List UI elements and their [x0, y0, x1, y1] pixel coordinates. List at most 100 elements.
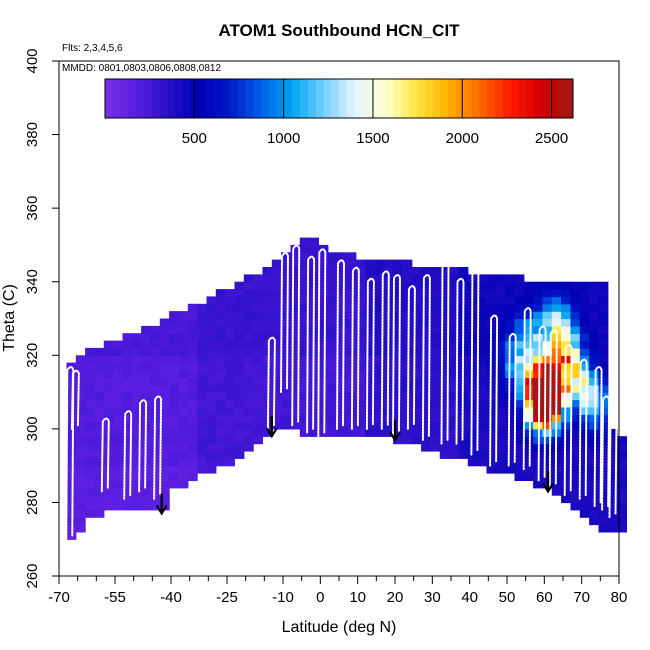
heatmap-cell — [215, 377, 226, 386]
heatmap-cell — [542, 370, 553, 378]
heatmap-cell — [327, 289, 338, 298]
heatmap-cell — [141, 340, 151, 349]
heatmap-cell — [579, 296, 590, 305]
heatmap-cell — [477, 377, 487, 386]
heatmap-cell — [365, 399, 375, 408]
heatmap-cell — [178, 333, 189, 342]
heatmap-cell — [327, 406, 338, 415]
heatmap-cell — [122, 340, 133, 349]
heatmap-cell — [495, 370, 506, 378]
heatmap-cell — [178, 428, 189, 437]
heatmap-cell — [421, 406, 431, 415]
heatmap-cell — [458, 267, 469, 275]
flight-profile — [507, 332, 517, 467]
heatmap-cell — [187, 362, 198, 371]
heatmap-cell — [589, 311, 599, 320]
heatmap-cell — [234, 399, 245, 408]
heatmap-cell — [281, 355, 291, 364]
heatmap-cell — [75, 421, 86, 430]
flight-profile — [489, 314, 499, 467]
heatmap-cell — [75, 428, 86, 437]
heatmap-cell — [551, 487, 562, 496]
heatmap-cell — [477, 458, 487, 467]
heatmap-cell — [439, 362, 450, 371]
heatmap-cell — [579, 325, 590, 334]
heatmap-cell — [197, 414, 207, 423]
heatmap-cell — [290, 392, 301, 401]
heatmap-cell — [113, 443, 123, 452]
heatmap-cell — [271, 311, 282, 320]
heatmap-cell — [589, 421, 599, 430]
heatmap-cell — [374, 325, 385, 334]
heatmap-cell — [178, 318, 189, 327]
heatmap-cell — [234, 355, 245, 364]
heatmap-cell — [598, 325, 609, 334]
heatmap-cell — [523, 392, 534, 401]
heatmap-cell — [579, 281, 590, 290]
x-axis-title: Latitude (deg N) — [282, 619, 397, 636]
colorbar-swatch — [175, 79, 184, 118]
heatmap-cell — [103, 487, 114, 496]
heatmap-cell — [542, 340, 553, 349]
heatmap-cell — [477, 289, 487, 298]
heatmap-cell — [131, 355, 142, 364]
heatmap-cell — [215, 311, 226, 320]
heatmap-cell — [187, 325, 198, 334]
heatmap-cell — [234, 325, 245, 334]
heatmap-cell — [402, 311, 413, 320]
heatmap-cell — [421, 318, 431, 327]
heatmap-cell — [495, 281, 506, 290]
heatmap-cell — [197, 340, 207, 349]
heatmap-cell — [66, 473, 77, 481]
down-arrow-icon — [265, 416, 278, 439]
x-tick-label: 50 — [499, 589, 516, 606]
heatmap-cell — [337, 303, 347, 312]
heatmap-cell — [430, 421, 441, 430]
heatmap-cell — [421, 311, 431, 320]
heatmap-cell — [467, 355, 478, 364]
heatmap-cell — [393, 325, 403, 334]
heatmap-cell — [598, 303, 609, 312]
flight-profile — [608, 417, 618, 519]
heatmap-cell — [579, 465, 590, 474]
heatmap-cell — [290, 259, 301, 268]
heatmap-cell — [495, 333, 506, 342]
heatmap-cell — [617, 495, 627, 504]
heatmap-cell — [281, 303, 291, 312]
heatmap-cell — [66, 436, 77, 445]
heatmap-cell — [103, 495, 114, 504]
heatmap-cell — [299, 289, 310, 298]
colorbar-swatch — [448, 79, 457, 118]
heatmap-cell — [113, 480, 123, 489]
heatmap-cell — [113, 406, 123, 415]
heatmap-cell — [551, 289, 562, 298]
heatmap-cell — [290, 347, 301, 356]
heatmap-cell — [449, 392, 459, 401]
heatmap-cell — [551, 281, 562, 290]
heatmap-cell — [505, 399, 515, 408]
heatmap-cell — [94, 436, 105, 445]
heatmap-cell — [113, 450, 123, 459]
heatmap-cell — [495, 450, 506, 459]
heatmap-cell — [66, 495, 77, 504]
heatmap-cell — [113, 465, 123, 474]
heatmap-cell — [430, 267, 441, 275]
heatmap-cell — [122, 355, 133, 364]
heatmap-cell — [514, 296, 525, 305]
heatmap-cell — [243, 414, 254, 423]
heatmap-cell — [262, 370, 273, 378]
colorbar-swatch — [206, 79, 215, 118]
heatmap-cell — [411, 289, 422, 298]
heatmap-cell — [505, 303, 515, 312]
heatmap-cell — [225, 443, 235, 452]
heatmap-cell — [131, 347, 142, 356]
heatmap-cell — [430, 318, 441, 327]
heatmap-cell — [225, 296, 235, 305]
heatmap-cell — [318, 355, 329, 364]
heatmap-cell — [598, 281, 609, 290]
heatmap-cell — [169, 370, 179, 378]
heatmap-cell — [85, 487, 95, 496]
heatmap-cell — [505, 450, 515, 459]
heatmap-cell — [579, 399, 590, 408]
heatmap-cell — [178, 392, 189, 401]
